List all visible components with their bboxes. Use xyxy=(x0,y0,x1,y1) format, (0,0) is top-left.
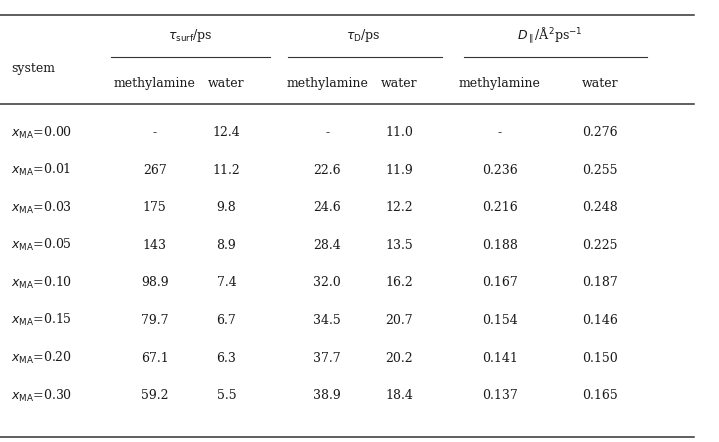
Text: 0.146: 0.146 xyxy=(582,314,618,327)
Text: 18.4: 18.4 xyxy=(385,389,413,402)
Text: $x_{\mathrm{MA}}$=0.03: $x_{\mathrm{MA}}$=0.03 xyxy=(11,200,72,216)
Text: methylamine: methylamine xyxy=(286,77,368,91)
Text: 20.2: 20.2 xyxy=(385,351,413,365)
Text: methylamine: methylamine xyxy=(114,77,196,91)
Text: 98.9: 98.9 xyxy=(141,276,168,290)
Text: 0.154: 0.154 xyxy=(482,314,518,327)
Text: 24.6: 24.6 xyxy=(313,201,341,214)
Text: -: - xyxy=(498,126,502,139)
Text: 22.6: 22.6 xyxy=(313,164,341,177)
Text: 12.4: 12.4 xyxy=(213,126,240,139)
Text: -: - xyxy=(325,126,329,139)
Text: 13.5: 13.5 xyxy=(385,239,413,252)
Text: $x_{\mathrm{MA}}$=0.05: $x_{\mathrm{MA}}$=0.05 xyxy=(11,237,72,253)
Text: 12.2: 12.2 xyxy=(385,201,413,214)
Text: 0.276: 0.276 xyxy=(582,126,618,139)
Text: 0.188: 0.188 xyxy=(482,239,518,252)
Text: $\tau_{\mathrm{surf}}$/ps: $\tau_{\mathrm{surf}}$/ps xyxy=(168,27,213,44)
Text: $x_{\mathrm{MA}}$=0.15: $x_{\mathrm{MA}}$=0.15 xyxy=(11,312,72,328)
Text: 28.4: 28.4 xyxy=(313,239,341,252)
Text: 0.137: 0.137 xyxy=(482,389,518,402)
Text: 7.4: 7.4 xyxy=(216,276,237,290)
Text: 38.9: 38.9 xyxy=(313,389,341,402)
Text: 0.248: 0.248 xyxy=(582,201,618,214)
Text: $\tau_{\mathrm{D}}$/ps: $\tau_{\mathrm{D}}$/ps xyxy=(346,27,380,44)
Text: 59.2: 59.2 xyxy=(141,389,168,402)
Text: 0.150: 0.150 xyxy=(582,351,618,365)
Text: 0.216: 0.216 xyxy=(482,201,518,214)
Text: 11.9: 11.9 xyxy=(385,164,413,177)
Text: 79.7: 79.7 xyxy=(141,314,168,327)
Text: 6.7: 6.7 xyxy=(216,314,237,327)
Text: 67.1: 67.1 xyxy=(141,351,168,365)
Text: 0.236: 0.236 xyxy=(482,164,518,177)
Text: 0.141: 0.141 xyxy=(482,351,518,365)
Text: 5.5: 5.5 xyxy=(216,389,237,402)
Text: 34.5: 34.5 xyxy=(313,314,341,327)
Text: methylamine: methylamine xyxy=(459,77,541,91)
Text: 267: 267 xyxy=(142,164,167,177)
Text: system: system xyxy=(11,62,55,75)
Text: $x_{\mathrm{MA}}$=0.01: $x_{\mathrm{MA}}$=0.01 xyxy=(11,162,71,178)
Text: $x_{\mathrm{MA}}$=0.20: $x_{\mathrm{MA}}$=0.20 xyxy=(11,350,72,366)
Text: 175: 175 xyxy=(142,201,167,214)
Text: 16.2: 16.2 xyxy=(385,276,413,290)
Text: 0.225: 0.225 xyxy=(582,239,618,252)
Text: water: water xyxy=(582,77,618,91)
Text: 11.0: 11.0 xyxy=(385,126,413,139)
Text: water: water xyxy=(381,77,417,91)
Text: 37.7: 37.7 xyxy=(313,351,341,365)
Text: $D_{\parallel}$/Å$^{2}$ps$^{-1}$: $D_{\parallel}$/Å$^{2}$ps$^{-1}$ xyxy=(517,26,583,45)
Text: 143: 143 xyxy=(142,239,167,252)
Text: 11.2: 11.2 xyxy=(213,164,240,177)
Text: 20.7: 20.7 xyxy=(385,314,413,327)
Text: -: - xyxy=(152,126,157,139)
Text: 8.9: 8.9 xyxy=(216,239,237,252)
Text: 9.8: 9.8 xyxy=(216,201,237,214)
Text: 0.187: 0.187 xyxy=(582,276,618,290)
Text: $x_{\mathrm{MA}}$=0.00: $x_{\mathrm{MA}}$=0.00 xyxy=(11,125,72,141)
Text: 0.255: 0.255 xyxy=(582,164,618,177)
Text: $x_{\mathrm{MA}}$=0.10: $x_{\mathrm{MA}}$=0.10 xyxy=(11,275,72,291)
Text: $x_{\mathrm{MA}}$=0.30: $x_{\mathrm{MA}}$=0.30 xyxy=(11,388,72,404)
Text: 0.165: 0.165 xyxy=(582,389,618,402)
Text: water: water xyxy=(209,77,244,91)
Text: 6.3: 6.3 xyxy=(216,351,237,365)
Text: 32.0: 32.0 xyxy=(313,276,341,290)
Text: 0.167: 0.167 xyxy=(482,276,518,290)
